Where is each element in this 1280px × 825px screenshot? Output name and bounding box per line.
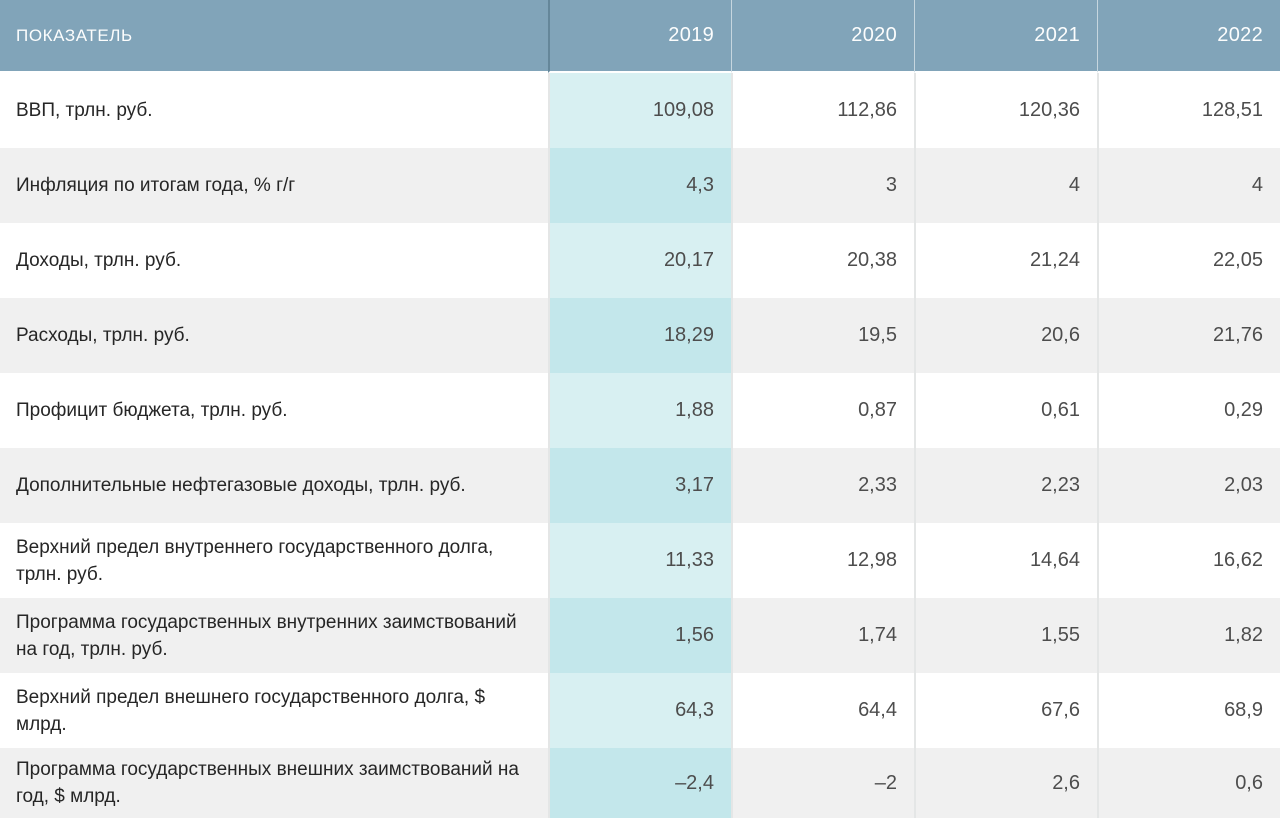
header-year-2022: 2022: [1097, 0, 1280, 73]
cell-2021: 120,36: [914, 73, 1097, 148]
cell-2020: 20,38: [731, 223, 914, 298]
cell-2020: 1,74: [731, 598, 914, 673]
table-row-inflation: Инфляция по итогам года, % г/г 4,3 3 4 4: [0, 148, 1280, 223]
cell-2019: –2,4: [548, 748, 731, 818]
cell-2021: 1,55: [914, 598, 1097, 673]
cell-2021: 20,6: [914, 298, 1097, 373]
cell-2022: 22,05: [1097, 223, 1280, 298]
table-row-external-borrowing-program: Программа государственных внешних заимст…: [0, 748, 1280, 818]
header-indicator: ПОКАЗАТЕЛЬ: [0, 0, 548, 73]
cell-2020: 19,5: [731, 298, 914, 373]
cell-2020: 112,86: [731, 73, 914, 148]
table-row-budget-surplus: Профицит бюджета, трлн. руб. 1,88 0,87 0…: [0, 373, 1280, 448]
table-row-external-debt-limit: Верхний предел внешнего государственного…: [0, 673, 1280, 748]
cell-2019: 11,33: [548, 523, 731, 598]
cell-2022: 128,51: [1097, 73, 1280, 148]
row-label: Программа государственных внешних заимст…: [16, 759, 519, 807]
cell-2019: 3,17: [548, 448, 731, 523]
table-row-expenditures: Расходы, трлн. руб. 18,29 19,5 20,6 21,7…: [0, 298, 1280, 373]
cell-2020: 2,33: [731, 448, 914, 523]
cell-2020: 64,4: [731, 673, 914, 748]
cell-2020: 3: [731, 148, 914, 223]
table-row-domestic-debt-limit: Верхний предел внутреннего государственн…: [0, 523, 1280, 598]
table-row-gdp: ВВП, трлн. руб. 109,08 112,86 120,36 128…: [0, 73, 1280, 148]
row-label: Верхний предел внутреннего государственн…: [16, 536, 494, 585]
cell-2021: 67,6: [914, 673, 1097, 748]
cell-2022: 0,6: [1097, 748, 1280, 818]
cell-2022: 1,82: [1097, 598, 1280, 673]
cell-2019: 1,56: [548, 598, 731, 673]
header-row: ПОКАЗАТЕЛЬ 2019 2020 2021 2022: [0, 0, 1280, 73]
header-year-2020: 2020: [731, 0, 914, 73]
row-label: Верхний предел внешнего государственного…: [16, 686, 486, 735]
row-label: Программа государственных внутренних заи…: [16, 611, 517, 660]
cell-2020: 12,98: [731, 523, 914, 598]
cell-2019: 18,29: [548, 298, 731, 373]
header-year-2021: 2021: [914, 0, 1097, 73]
row-label: Инфляция по итогам года, % г/г: [16, 175, 296, 196]
cell-2021: 2,6: [914, 748, 1097, 818]
row-label: Профицит бюджета, трлн. руб.: [16, 400, 288, 421]
cell-2021: 0,61: [914, 373, 1097, 448]
table-row-domestic-borrowing-program: Программа государственных внутренних заи…: [0, 598, 1280, 673]
cell-2021: 4: [914, 148, 1097, 223]
row-label: Дополнительные нефтегазовые доходы, трлн…: [16, 475, 466, 496]
cell-2019: 109,08: [548, 73, 731, 148]
cell-2022: 68,9: [1097, 673, 1280, 748]
cell-2019: 64,3: [548, 673, 731, 748]
header-year-2019: 2019: [548, 0, 731, 73]
cell-2019: 20,17: [548, 223, 731, 298]
row-label: ВВП, трлн. руб.: [16, 100, 153, 121]
row-label: Расходы, трлн. руб.: [16, 325, 190, 346]
cell-2022: 2,03: [1097, 448, 1280, 523]
cell-2019: 4,3: [548, 148, 731, 223]
cell-2021: 2,23: [914, 448, 1097, 523]
table-body: ВВП, трлн. руб. 109,08 112,86 120,36 128…: [0, 73, 1280, 818]
table-row-revenues: Доходы, трлн. руб. 20,17 20,38 21,24 22,…: [0, 223, 1280, 298]
cell-2020: –2: [731, 748, 914, 818]
cell-2021: 14,64: [914, 523, 1097, 598]
cell-2022: 4: [1097, 148, 1280, 223]
cell-2022: 21,76: [1097, 298, 1280, 373]
cell-2022: 16,62: [1097, 523, 1280, 598]
table-row-oil-gas-revenues: Дополнительные нефтегазовые доходы, трлн…: [0, 448, 1280, 523]
cell-2022: 0,29: [1097, 373, 1280, 448]
table-header: ПОКАЗАТЕЛЬ 2019 2020 2021 2022: [0, 0, 1280, 73]
cell-2021: 21,24: [914, 223, 1097, 298]
row-label: Доходы, трлн. руб.: [16, 250, 182, 271]
cell-2020: 0,87: [731, 373, 914, 448]
cell-2019: 1,88: [548, 373, 731, 448]
